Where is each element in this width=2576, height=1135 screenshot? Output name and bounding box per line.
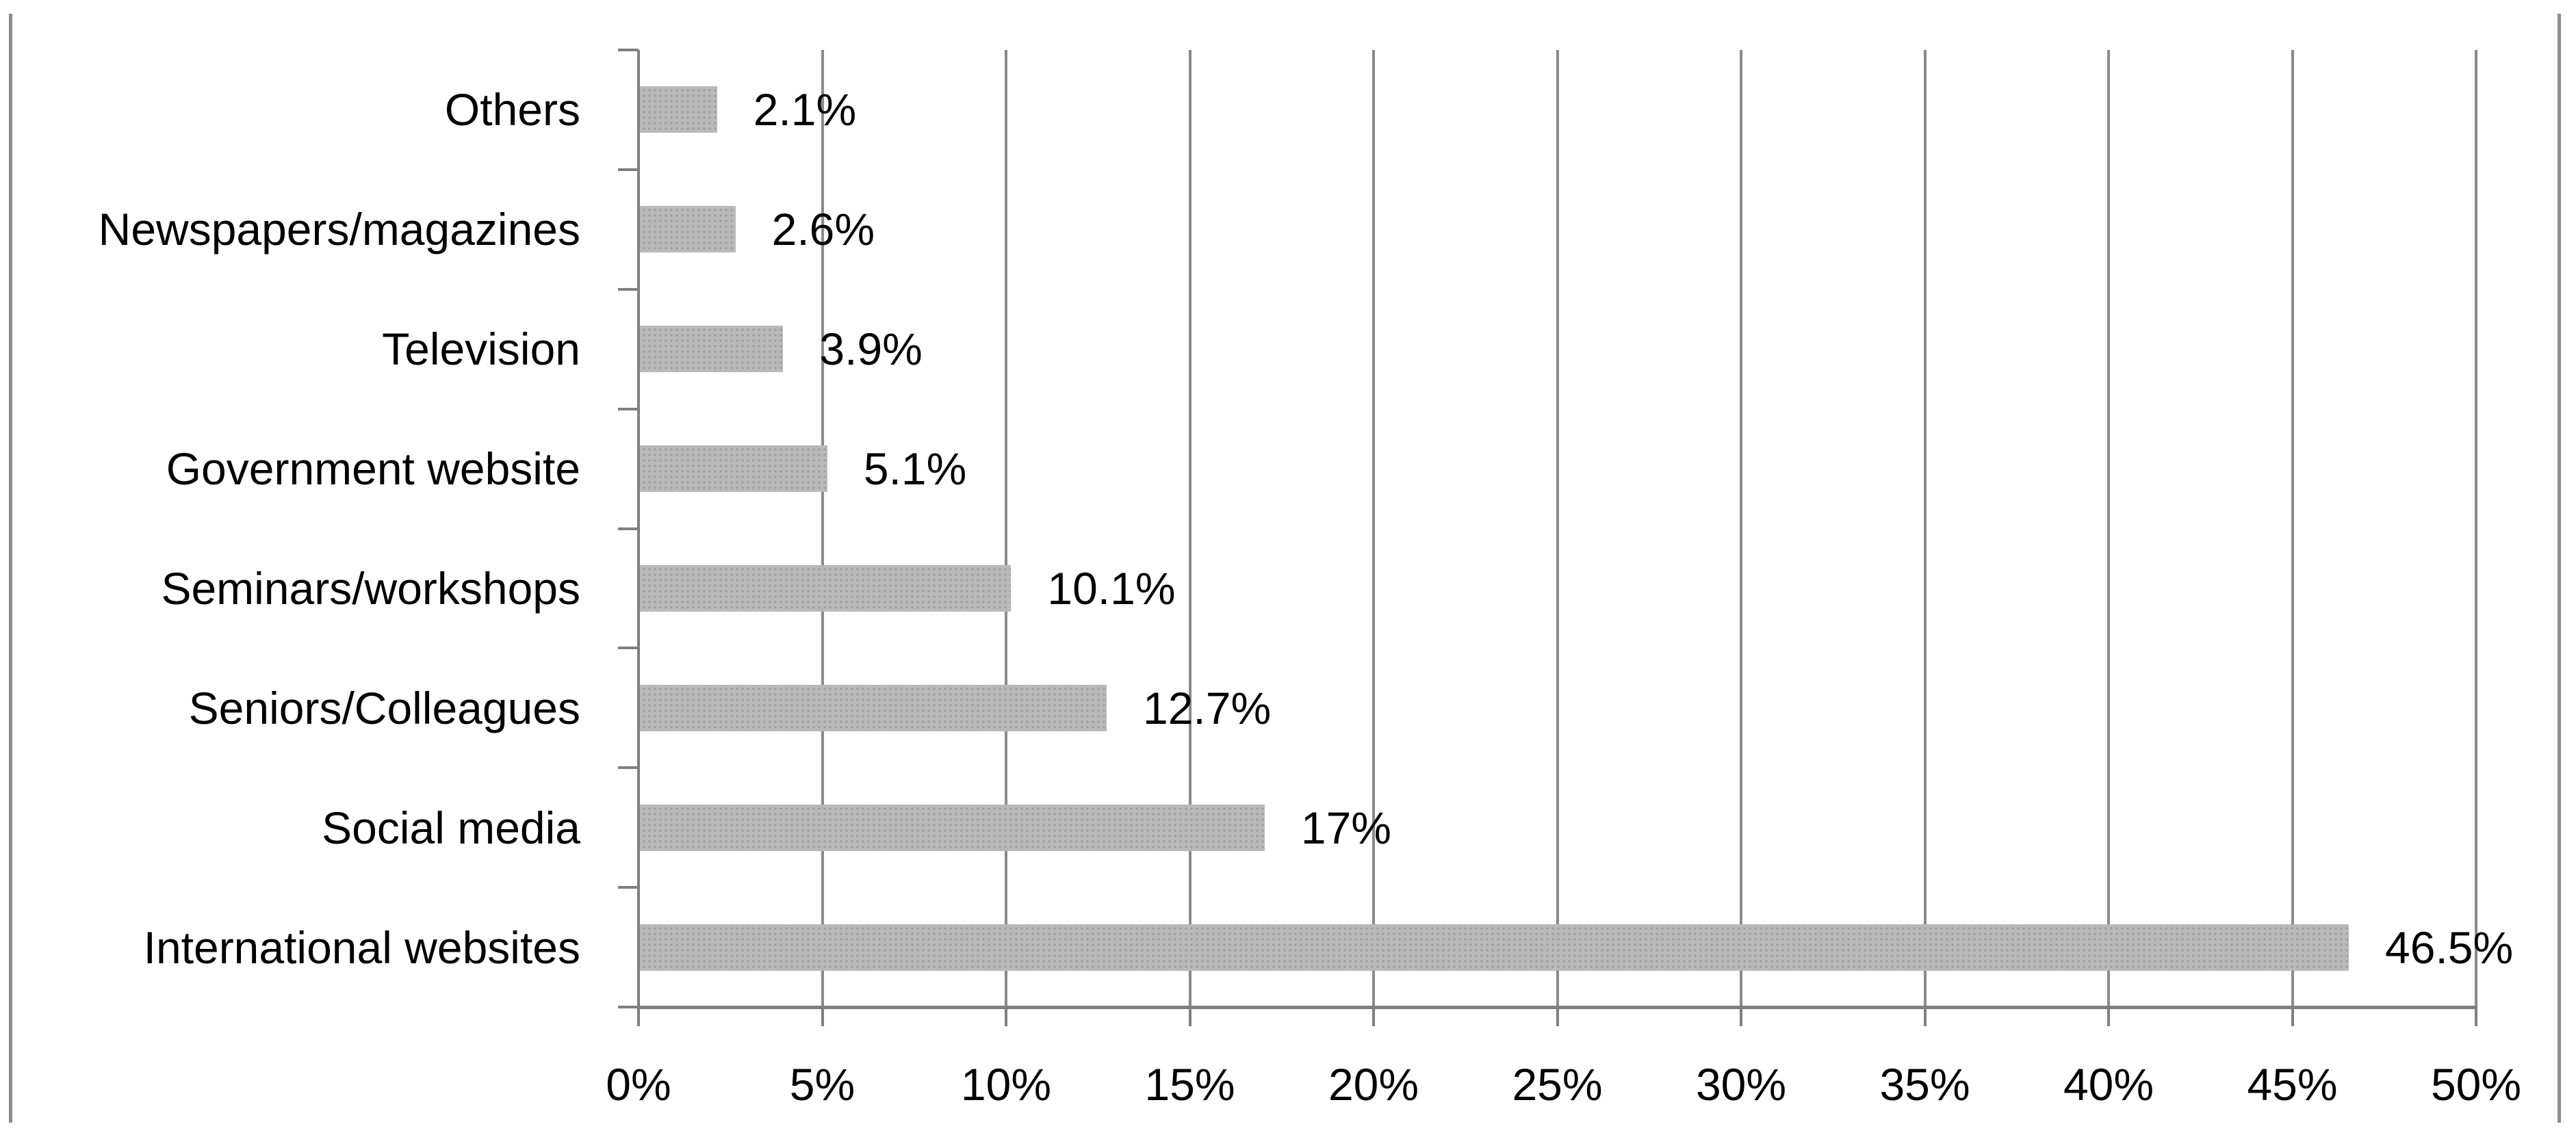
gridline [2291,50,2294,1007]
x-tick-label: 5% [789,1059,855,1110]
y-axis-tick [618,287,639,291]
page-left-border [9,14,12,1123]
x-axis-tick [637,1007,640,1026]
x-tick-label: 0% [606,1059,671,1110]
gridline [2107,50,2110,1007]
gridline [821,50,824,1007]
x-axis-line [637,1006,2477,1009]
y-axis-tick [618,527,639,530]
bar-television [640,326,784,373]
y-axis-tick [618,1006,639,1008]
bar-government-website [640,445,827,493]
y-axis-tick [618,168,639,171]
value-label: 17% [1300,802,1391,853]
x-tick-label: 40% [2063,1059,2154,1110]
x-tick-label: 15% [1144,1059,1235,1110]
gridline [1556,50,1559,1007]
category-label: Television [382,324,580,375]
x-tick-label: 50% [2430,1059,2522,1110]
y-axis-line [637,50,640,1007]
value-label: 12.7% [1142,682,1272,733]
x-axis-tick [2475,1007,2477,1026]
x-axis-tick [2291,1007,2294,1026]
gridline [2475,50,2477,1007]
x-tick-label: 35% [1879,1059,1970,1110]
value-label: 10.1% [1047,562,1176,614]
x-axis-tick [1556,1007,1559,1026]
x-axis-tick [1740,1007,1742,1026]
bar-seniors-colleagues [640,684,1107,731]
value-label: 2.1% [753,84,857,135]
value-label: 3.9% [819,324,923,375]
y-axis-tick [618,49,639,51]
gridline [1740,50,1742,1007]
gridline [1372,50,1375,1007]
category-label: Social media [322,802,580,853]
gridline [1005,50,1007,1007]
category-label: Seminars/workshops [161,562,580,614]
bar-international-websites [640,924,2349,971]
bar-seminars-workshops [640,564,1012,612]
bar-others [640,86,717,133]
x-axis-tick [1005,1007,1007,1026]
category-label: Others [444,84,580,135]
category-label: Government website [166,443,580,495]
value-label: 46.5% [2385,922,2514,973]
x-tick-label: 10% [960,1059,1052,1110]
y-axis-tick [618,766,639,770]
category-label: Newspapers/magazines [98,204,580,255]
gridline [1923,50,1927,1007]
x-tick-label: 45% [2247,1059,2338,1110]
gridline [1188,50,1192,1007]
bar-social-media [640,804,1265,851]
category-label: Seniors/Colleagues [188,682,580,733]
bar-newspapers-magazines [640,206,736,253]
category-label: International websites [143,922,580,973]
x-tick-label: 25% [1512,1059,1603,1110]
x-axis-tick [1372,1007,1375,1026]
x-axis-tick [1188,1007,1192,1026]
x-axis-tick [1923,1007,1927,1026]
y-axis-tick [618,647,639,650]
value-label: 5.1% [863,443,967,495]
x-tick-label: 30% [1695,1059,1787,1110]
value-label: 2.6% [771,204,875,255]
x-tick-label: 20% [1328,1059,1419,1110]
x-axis-tick [821,1007,824,1026]
y-axis-tick [618,407,639,410]
x-axis-tick [2107,1007,2110,1026]
page-right-border [2558,14,2561,1123]
y-axis-tick [618,886,639,889]
